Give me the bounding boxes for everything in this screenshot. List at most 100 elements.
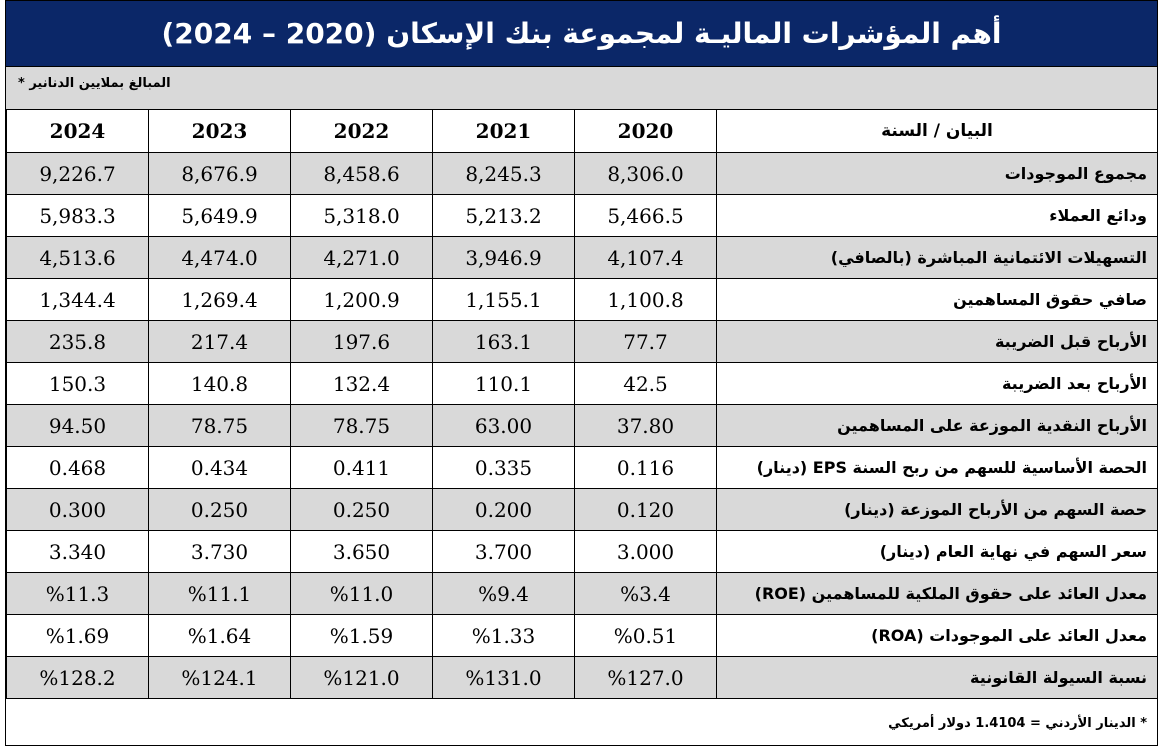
value-cell: 1,155.1 [432, 278, 575, 321]
value-cell: 0.300 [6, 488, 149, 531]
value-cell: 0.250 [148, 488, 291, 531]
value-cell: %11.0 [290, 572, 433, 615]
year-header: 2022 [290, 109, 433, 153]
value-cell: %0.51 [574, 614, 717, 657]
value-cell: 0.468 [6, 446, 149, 489]
row-label: سعر السهم في نهاية العام (دينار) [716, 530, 1158, 573]
value-cell: 8,676.9 [148, 152, 291, 195]
value-cell: %1.64 [148, 614, 291, 657]
table-row: %128.2 %124.1 %121.0 %131.0 %127.0 نسبة السيو… [6, 656, 1158, 699]
value-cell: %11.3 [6, 572, 149, 615]
report-sheet: أهم المؤشرات الماليـة لمجموعة بنك الإسكا… [5, 0, 1158, 746]
value-cell: 5,649.9 [148, 194, 291, 237]
value-cell: 0.200 [432, 488, 575, 531]
value-cell: 1,269.4 [148, 278, 291, 321]
table-row: %11.3 %11.1 %11.0 %9.4 %3.4 معدل العائد على ح… [6, 572, 1158, 615]
header-row: 2024 2023 2022 2021 2020 البيان / السنة [6, 109, 1158, 153]
row-label: ودائع العملاء [716, 194, 1158, 237]
currency-footnote: * الدينار الأردني = 1.4104 دولار أمريكي [888, 716, 1147, 731]
year-header: 2024 [6, 109, 149, 153]
value-cell: %128.2 [6, 656, 149, 699]
value-cell: 132.4 [290, 362, 433, 405]
row-label: الأرباح قبل الضريبة [716, 320, 1158, 363]
value-cell: 0.434 [148, 446, 291, 489]
year-header: 2020 [574, 109, 717, 153]
value-cell: 217.4 [148, 320, 291, 363]
value-cell: 150.3 [6, 362, 149, 405]
value-cell: 0.335 [432, 446, 575, 489]
value-cell: 3.700 [432, 530, 575, 573]
value-cell: 110.1 [432, 362, 575, 405]
year-header: 2023 [148, 109, 291, 153]
value-cell: 4,474.0 [148, 236, 291, 279]
year-header: 2021 [432, 109, 575, 153]
value-cell: 42.5 [574, 362, 717, 405]
value-cell: 163.1 [432, 320, 575, 363]
value-cell: 3.730 [148, 530, 291, 573]
table-body: 9,226.7 8,676.9 8,458.6 8,245.3 8,306.0 مجموع… [6, 152, 1158, 699]
value-cell: 5,213.2 [432, 194, 575, 237]
row-label: صافي حقوق المساهمين [716, 278, 1158, 321]
footer-bar: * الدينار الأردني = 1.4104 دولار أمريكي [6, 706, 1157, 746]
value-cell: 5,318.0 [290, 194, 433, 237]
table-row: %1.69 %1.64 %1.59 %1.33 %0.51 معدل العائد على… [6, 614, 1158, 657]
value-cell: 77.7 [574, 320, 717, 363]
value-cell: 0.120 [574, 488, 717, 531]
table-row: 0.300 0.250 0.250 0.200 0.120 حصة السهم من ال… [6, 488, 1158, 531]
value-cell: 1,344.4 [6, 278, 149, 321]
row-label: الأرباح النقدية الموزعة على المساهمين [716, 404, 1158, 447]
value-cell: 235.8 [6, 320, 149, 363]
value-cell: 4,513.6 [6, 236, 149, 279]
value-cell: 1,100.8 [574, 278, 717, 321]
row-label: الأرباح بعد الضريبة [716, 362, 1158, 405]
value-cell: 3.650 [290, 530, 433, 573]
table-row: 0.468 0.434 0.411 0.335 0.116 الحصة الأساسية … [6, 446, 1158, 489]
value-cell: 5,466.5 [574, 194, 717, 237]
value-cell: 197.6 [290, 320, 433, 363]
units-note: المبالغ بملايين الدنانير * [18, 76, 171, 91]
row-label: حصة السهم من الأرباح الموزعة (دينار) [716, 488, 1158, 531]
table-row: 94.50 78.75 78.75 63.00 37.80 الأرباح النقدية… [6, 404, 1158, 447]
units-note-bar: المبالغ بملايين الدنانير * [6, 67, 1157, 110]
value-cell: 78.75 [290, 404, 433, 447]
value-cell: 37.80 [574, 404, 717, 447]
value-cell: 4,271.0 [290, 236, 433, 279]
value-cell: %127.0 [574, 656, 717, 699]
value-cell: %9.4 [432, 572, 575, 615]
value-cell: 8,245.3 [432, 152, 575, 195]
value-cell: 3,946.9 [432, 236, 575, 279]
value-cell: 3.340 [6, 530, 149, 573]
value-cell: 94.50 [6, 404, 149, 447]
row-label: معدل العائد على الموجودات (ROA) [716, 614, 1158, 657]
table-row: 5,983.3 5,649.9 5,318.0 5,213.2 5,466.5 ودائع… [6, 194, 1158, 237]
table-row: 150.3 140.8 132.4 110.1 42.5 الأرباح بعد الضر… [6, 362, 1158, 405]
table-row: 4,513.6 4,474.0 4,271.0 3,946.9 4,107.4 التسه… [6, 236, 1158, 279]
value-cell: %1.33 [432, 614, 575, 657]
label-column-header: البيان / السنة [716, 109, 1158, 153]
row-label: الحصة الأساسية للسهم من ربح السنة EPS (د… [716, 446, 1158, 489]
value-cell: 0.411 [290, 446, 433, 489]
financial-indicators-table: 2024 2023 2022 2021 2020 البيان / السنة … [6, 109, 1158, 699]
value-cell: 1,200.9 [290, 278, 433, 321]
value-cell: %121.0 [290, 656, 433, 699]
table-row: 235.8 217.4 197.6 163.1 77.7 الأرباح قبل الضر… [6, 320, 1158, 363]
value-cell: %3.4 [574, 572, 717, 615]
value-cell: %1.59 [290, 614, 433, 657]
value-cell: 140.8 [148, 362, 291, 405]
value-cell: 4,107.4 [574, 236, 717, 279]
value-cell: 8,458.6 [290, 152, 433, 195]
row-label: نسبة السيولة القانونية [716, 656, 1158, 699]
table-row: 3.340 3.730 3.650 3.700 3.000 سعر السهم في نه… [6, 530, 1158, 573]
value-cell: 63.00 [432, 404, 575, 447]
row-label: التسهيلات الائتمانية المباشرة (بالصافي) [716, 236, 1158, 279]
value-cell: %11.1 [148, 572, 291, 615]
value-cell: 0.250 [290, 488, 433, 531]
value-cell: 5,983.3 [6, 194, 149, 237]
value-cell: %1.69 [6, 614, 149, 657]
table-row: 1,344.4 1,269.4 1,200.9 1,155.1 1,100.8 صافي … [6, 278, 1158, 321]
value-cell: 78.75 [148, 404, 291, 447]
value-cell: 9,226.7 [6, 152, 149, 195]
value-cell: 0.116 [574, 446, 717, 489]
value-cell: 8,306.0 [574, 152, 717, 195]
value-cell: %131.0 [432, 656, 575, 699]
